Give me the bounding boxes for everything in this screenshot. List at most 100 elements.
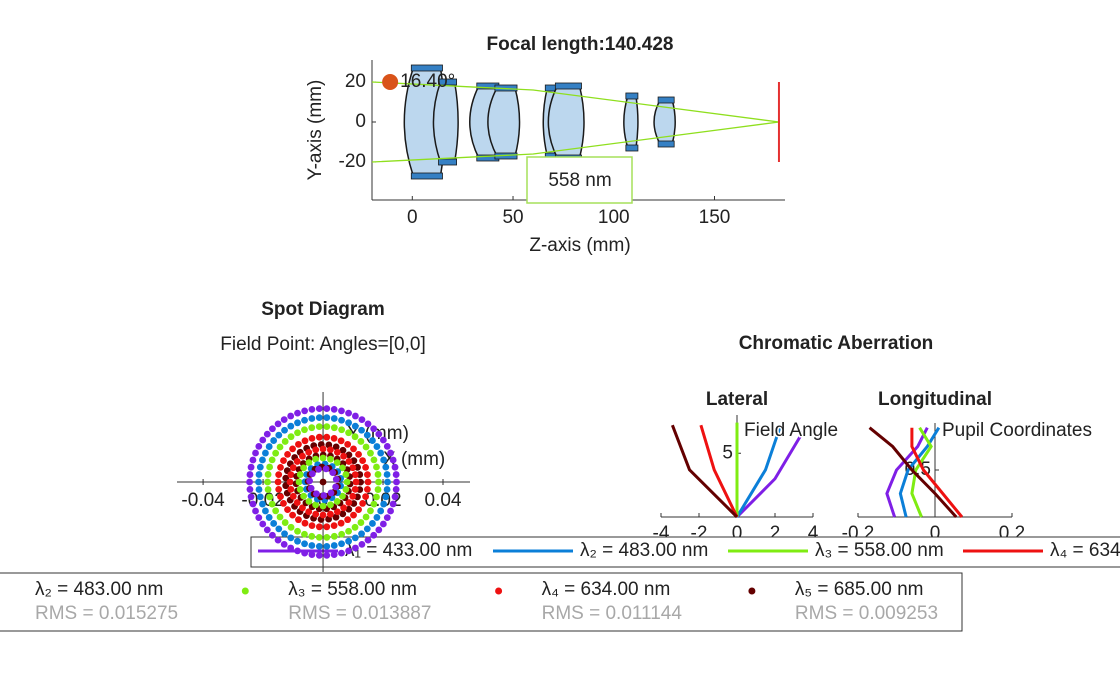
y-tick-label: 0 [355,111,366,132]
spot-point [323,405,331,413]
spot-point [345,527,352,535]
spot-point [301,407,309,415]
spot-point [351,422,359,430]
field-marker[interactable] [382,74,399,90]
x-tick-label: 0 [732,523,743,544]
spot-point [349,492,357,500]
aberration-line [898,426,941,518]
spot-point [383,514,391,522]
spot-point [332,483,340,491]
chart-title: Focal length:140.428 [487,34,674,55]
lens-edge [554,82,582,90]
spot-point [301,519,309,527]
spot-point [300,492,308,500]
spot-point [362,463,369,471]
spot-point [339,492,346,500]
spot-point [284,506,291,514]
spot-point [289,464,297,472]
aberration-line [868,426,958,519]
spot-point [264,486,272,493]
spot-point [333,459,341,466]
spot-point [358,530,365,538]
lens-edge [410,64,443,72]
spot-point [315,523,323,531]
spot-point [312,446,320,454]
spot-point [319,454,327,462]
spot-point [345,547,352,555]
spot-point [350,445,357,453]
aberration-line [699,424,739,518]
spot-point [382,463,390,471]
lens-edge [625,144,639,152]
spot-point [287,412,295,420]
spot-point [294,419,301,427]
lens-edge [410,172,443,180]
spot-point [315,533,323,541]
spot-point [344,516,352,524]
x-tick-label: 150 [699,207,731,228]
spot-point [255,478,262,486]
spot-point [323,414,331,422]
spot-point [326,446,334,454]
aberration-line [735,424,783,518]
spot-point [308,424,316,432]
spot-point [266,493,274,501]
spot-point [358,540,366,548]
spot-point [301,530,308,538]
lens-edge [657,96,675,104]
lens-element [432,81,459,163]
spot-point [338,540,345,548]
legend-label: λ₄ = 634.00 nm [542,579,671,600]
spot-point [301,416,308,424]
spot-point [330,434,338,442]
x-tick-label: 100 [598,207,630,228]
spot-point [272,449,280,457]
spot-point [281,426,288,434]
ray [371,81,780,123]
spot-point [351,523,359,531]
spot-point [255,471,263,478]
x-tick-label: -0.02 [241,490,284,511]
spot-point [330,542,338,549]
spot-point [343,478,351,486]
spot-point [259,520,267,528]
chart-title: Spot Diagram [261,299,385,320]
spot-point [364,478,372,486]
spot-point [332,513,340,521]
spot-point [339,464,346,472]
spot-point [246,471,254,478]
spot-point [270,437,278,444]
spot-point [306,477,314,485]
spot-point [315,433,323,441]
spot-point [351,534,359,542]
spot-point [374,486,382,493]
spot-point [277,463,284,471]
spot-point [319,445,327,453]
spot-point [342,471,350,478]
spot-point [280,500,287,507]
ray [371,121,780,163]
spot-point [289,445,296,453]
spot-point [287,544,295,552]
spot-point [299,452,306,460]
spot-point [259,436,267,444]
legend-rms: RMS = 0.011144 [542,603,683,624]
spot-point [349,464,357,472]
spot-point [364,471,371,478]
spot-point [373,514,381,521]
spot-point [312,455,320,463]
spot-point [275,486,283,493]
spot-point [265,443,273,450]
spot-point [330,405,338,413]
spot-point [276,513,284,521]
spot-point [287,471,295,479]
spot-point [315,465,322,473]
spot-point [355,450,362,458]
x-tick-label: 50 [502,207,523,228]
panel-title: Longitudinal [878,389,992,410]
spot-point [293,458,301,465]
spot-point [294,547,301,555]
aberration-line [910,426,933,518]
spot-point [265,514,273,521]
